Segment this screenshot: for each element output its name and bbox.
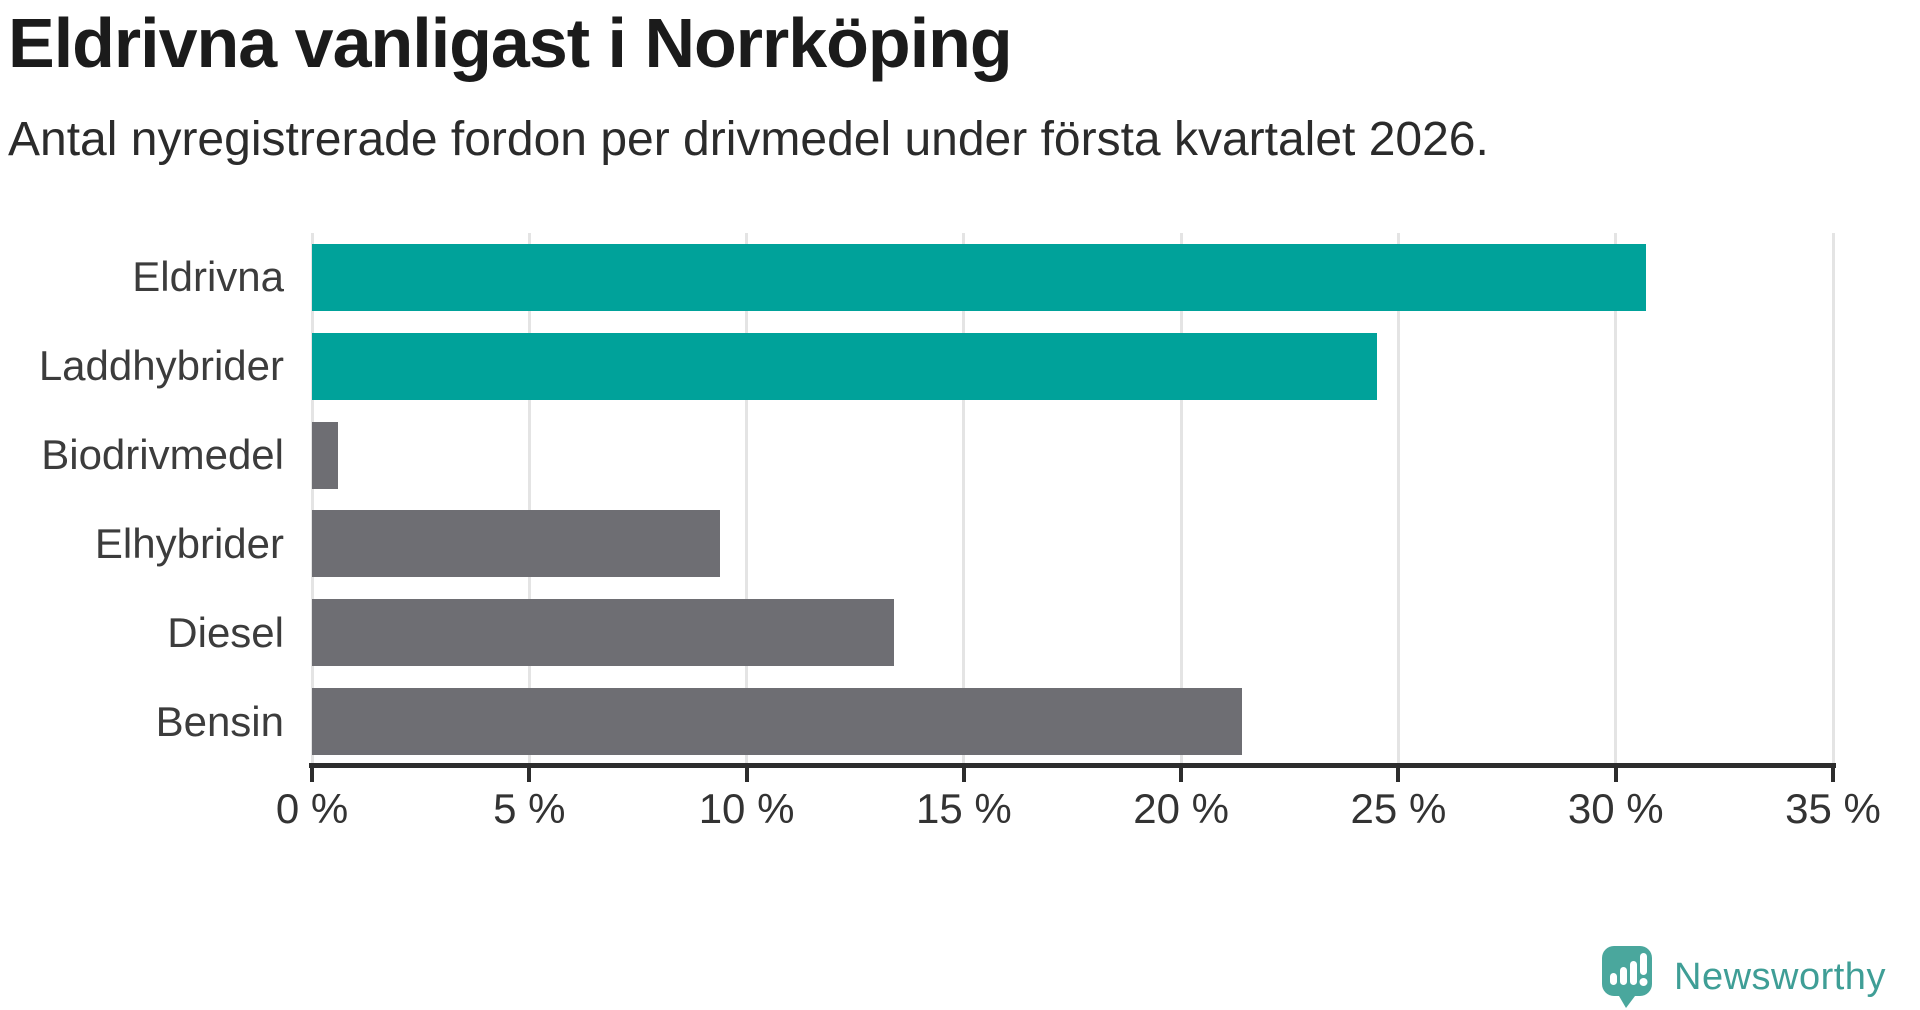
y-axis-labels: Eldrivna Laddhybrider Biodrivmedel Elhybrid… <box>0 233 284 766</box>
bar-row <box>312 322 1833 411</box>
x-tick-10 <box>744 766 749 782</box>
x-axis-line <box>309 763 1836 768</box>
x-tick-35 <box>1831 766 1835 782</box>
x-tick-label: 10 % <box>698 785 795 832</box>
plot-area <box>310 233 1835 766</box>
x-tick-15 <box>961 766 966 782</box>
x-tick-label: 0 % <box>275 785 349 832</box>
category-label: Elhybrider <box>94 519 284 567</box>
gridline-20 <box>1179 233 1183 766</box>
x-tick-label: 15 % <box>915 785 1012 832</box>
bar-row <box>312 233 1833 322</box>
x-tick-25 <box>1396 766 1401 782</box>
category-label: Bensin <box>155 697 284 745</box>
gridline-35 <box>1831 233 1835 766</box>
newsworthy-logo-text: Newsworthy <box>1674 955 1886 998</box>
x-tick-20 <box>1179 766 1184 782</box>
chart-title: Eldrivna vanligast i Norrköping <box>8 4 1013 82</box>
x-tick-label: 30 % <box>1567 785 1664 832</box>
gridline-15 <box>962 233 966 766</box>
chart-header: Eldrivna vanligast i Norrköping Antal ny… <box>8 0 1908 164</box>
x-tick-0 <box>310 766 314 782</box>
x-axis-tick-labels: 0 % 5 % 10 % 15 % 20 % 25 % 30 % 35 % <box>276 785 1881 834</box>
newsworthy-chart-bubble-icon <box>1602 946 1652 1008</box>
gridline-25 <box>1396 233 1400 766</box>
gridline-0 <box>310 233 314 766</box>
x-tick-30 <box>1613 766 1618 782</box>
bar-row <box>312 499 1833 588</box>
category-label: Laddhybrider <box>38 342 284 390</box>
bar-biodrivmedel <box>312 421 339 489</box>
bar-row <box>312 411 1833 500</box>
x-tick-label: 25 % <box>1350 785 1447 832</box>
gridline-5 <box>527 233 531 766</box>
gridline-30 <box>1614 233 1618 766</box>
bars-container <box>312 233 1833 766</box>
bar-row <box>312 588 1833 677</box>
bar-laddhybrider <box>312 332 1377 400</box>
x-tick-label: 35 % <box>1785 785 1881 832</box>
gridline-10 <box>745 233 749 766</box>
x-tick-label: 5 % <box>493 785 566 832</box>
bar-row <box>312 677 1833 766</box>
category-label: Diesel <box>167 608 284 656</box>
chart-subtitle: Antal nyregistrerade fordon per drivmede… <box>8 113 1489 166</box>
newsworthy-logo: Newsworthy <box>1602 944 1886 1010</box>
bar-diesel <box>312 599 895 667</box>
bar-elhybrider <box>312 510 721 578</box>
x-tick-label: 20 % <box>1133 785 1230 832</box>
category-label: Eldrivna <box>132 253 284 301</box>
x-axis-ticks <box>310 766 1835 784</box>
category-label: Biodrivmedel <box>41 431 284 479</box>
bar-bensin <box>312 688 1242 756</box>
bar-eldrivna <box>312 243 1647 311</box>
x-tick-5 <box>527 766 532 782</box>
